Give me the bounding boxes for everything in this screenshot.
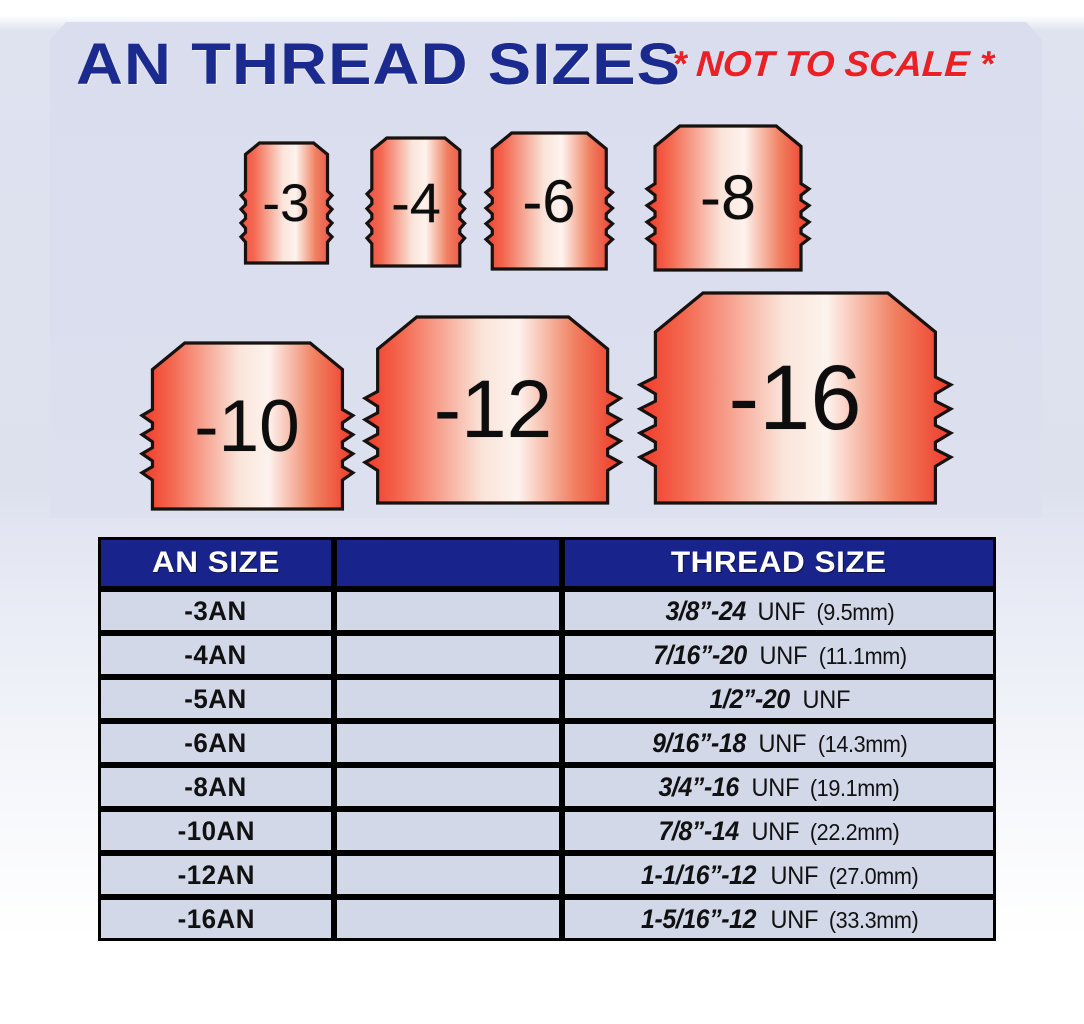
cell-an-size: -12AN xyxy=(98,853,334,897)
thread-size-text: 7/16”-20 UNF (11.1mm) xyxy=(565,640,993,671)
an-size-text: -6AN xyxy=(184,727,248,758)
cell-thread-size: 9/16”-18 UNF (14.3mm) xyxy=(562,721,996,765)
thread-standard: UNF xyxy=(759,641,808,670)
header: AN THREAD SIZES * NOT TO SCALE * xyxy=(0,0,1084,120)
cell-an-size: -3AN xyxy=(98,589,334,633)
table-header-row: AN SIZE THREAD SIZE xyxy=(98,537,996,589)
cell-blank xyxy=(334,721,562,765)
table-row: -4AN 7/16”-20 UNF (11.1mm) xyxy=(98,633,996,677)
thread-metric: (11.1mm) xyxy=(818,642,907,669)
table-row: -6AN 9/16”-18 UNF (14.3mm) xyxy=(98,721,996,765)
thread-dimension: 3/4”-16 xyxy=(658,771,740,802)
cell-blank xyxy=(334,677,562,721)
column-header-an-size: AN SIZE xyxy=(98,537,334,589)
cell-blank xyxy=(334,809,562,853)
thread-size-text: 9/16”-18 UNF (14.3mm) xyxy=(565,728,993,759)
thread-dimension: 7/16”-20 xyxy=(652,639,747,670)
an-size-text: -8AN xyxy=(184,771,248,802)
table-row: -10AN 7/8”-14 UNF (22.2mm) xyxy=(98,809,996,853)
cell-thread-size: 1-5/16”-12 UNF (33.3mm) xyxy=(562,897,996,941)
cell-blank xyxy=(334,897,562,941)
cell-blank xyxy=(334,589,562,633)
cell-an-size: -5AN xyxy=(98,677,334,721)
fitting-an8: -8 xyxy=(644,124,812,272)
table-row: -3AN 3/8”-24 UNF (9.5mm) xyxy=(98,589,996,633)
table-row: -12AN 1-1/16”-12 UNF (27.0mm) xyxy=(98,853,996,897)
thread-size-text: 1/2”-20 UNF xyxy=(565,684,993,715)
fitting-an16: -16 xyxy=(636,291,954,505)
an-size-text: -4AN xyxy=(184,639,248,670)
fitting-shape xyxy=(636,291,954,505)
thread-metric: (19.1mm) xyxy=(810,774,900,801)
thread-dimension: 1/2”-20 xyxy=(709,683,791,714)
thread-dimension: 9/16”-18 xyxy=(652,727,746,758)
page-title: AN THREAD SIZES xyxy=(76,32,682,97)
thread-metric: (9.5mm) xyxy=(816,598,894,625)
thread-standard: UNF xyxy=(757,597,806,626)
fitting-an12: -12 xyxy=(362,315,624,505)
thread-size-text: 1-5/16”-12 UNF (33.3mm) xyxy=(565,904,993,935)
thread-standard: UNF xyxy=(751,773,799,802)
cell-thread-size: 1/2”-20 UNF xyxy=(562,677,996,721)
fitting-shape xyxy=(362,315,624,505)
table-body: -3AN 3/8”-24 UNF (9.5mm) -4AN 7/16”-20 UNF (11.… xyxy=(98,589,996,941)
an-size-text: -3AN xyxy=(184,595,248,626)
an-size-text: -12AN xyxy=(177,859,255,890)
an-size-text: -10AN xyxy=(177,815,255,846)
cell-thread-size: 7/8”-14 UNF (22.2mm) xyxy=(562,809,996,853)
fitting-shape xyxy=(238,141,334,265)
cell-thread-size: 1-1/16”-12 UNF (27.0mm) xyxy=(562,853,996,897)
fitting-an10: -10 xyxy=(138,341,356,511)
thread-standard: UNF xyxy=(802,685,850,714)
thread-dimension: 3/8”-24 xyxy=(665,595,746,626)
fitting-shape xyxy=(483,131,615,271)
cell-an-size: -8AN xyxy=(98,765,334,809)
thread-size-text: 7/8”-14 UNF (22.2mm) xyxy=(565,816,993,847)
fitting-shape xyxy=(364,136,468,268)
thread-size-table-wrapper: AN SIZE THREAD SIZE -3AN 3/8”-24 UNF (9.5mm… xyxy=(98,537,996,941)
thread-metric: (27.0mm) xyxy=(829,862,919,889)
cell-an-size: -16AN xyxy=(98,897,334,941)
cell-blank xyxy=(334,853,562,897)
not-to-scale-note: * NOT TO SCALE * xyxy=(670,43,996,84)
fitting-an6: -6 xyxy=(483,131,615,271)
thread-standard: UNF xyxy=(770,861,818,890)
thread-standard: UNF xyxy=(770,905,818,934)
table-row: -16AN 1-5/16”-12 UNF (33.3mm) xyxy=(98,897,996,941)
cell-thread-size: 3/8”-24 UNF (9.5mm) xyxy=(562,589,996,633)
thread-size-table: AN SIZE THREAD SIZE -3AN 3/8”-24 UNF (9.5mm… xyxy=(98,537,996,941)
fitting-an3: -3 xyxy=(238,141,334,265)
thread-metric: (33.3mm) xyxy=(829,906,919,933)
table-row: -8AN 3/4”-16 UNF (19.1mm) xyxy=(98,765,996,809)
cell-thread-size: 7/16”-20 UNF (11.1mm) xyxy=(562,633,996,677)
table-row: -5AN 1/2”-20 UNF xyxy=(98,677,996,721)
cell-thread-size: 3/4”-16 UNF (19.1mm) xyxy=(562,765,996,809)
thread-standard: UNF xyxy=(751,817,799,846)
fitting-shape xyxy=(138,341,356,511)
thread-metric: (14.3mm) xyxy=(817,730,908,757)
column-header-blank xyxy=(334,537,562,589)
thread-dimension: 7/8”-14 xyxy=(658,815,740,846)
cell-blank xyxy=(334,633,562,677)
thread-metric: (22.2mm) xyxy=(810,818,900,845)
thread-dimension: 1-5/16”-12 xyxy=(641,903,757,934)
fitting-shape xyxy=(644,124,812,272)
thread-size-text: 3/8”-24 UNF (9.5mm) xyxy=(565,596,993,627)
thread-size-text: 1-1/16”-12 UNF (27.0mm) xyxy=(565,860,993,891)
thread-standard: UNF xyxy=(758,729,807,758)
cell-blank xyxy=(334,765,562,809)
cell-an-size: -4AN xyxy=(98,633,334,677)
an-size-text: -5AN xyxy=(184,683,248,714)
table-head: AN SIZE THREAD SIZE xyxy=(98,537,996,589)
an-size-text: -16AN xyxy=(177,903,255,934)
cell-an-size: -6AN xyxy=(98,721,334,765)
fitting-an4: -4 xyxy=(364,136,468,268)
column-header-thread-size: THREAD SIZE xyxy=(562,537,996,589)
cell-an-size: -10AN xyxy=(98,809,334,853)
thread-dimension: 1-1/16”-12 xyxy=(641,859,757,890)
thread-size-text: 3/4”-16 UNF (19.1mm) xyxy=(565,772,993,803)
